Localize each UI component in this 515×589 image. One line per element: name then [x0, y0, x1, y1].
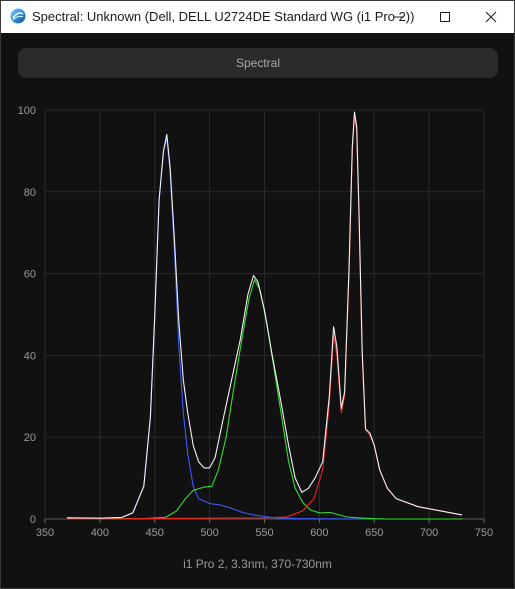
x-tick-label: 500 — [200, 527, 218, 539]
x-tick-label: 450 — [146, 527, 164, 539]
y-tick-label: 0 — [30, 514, 36, 526]
content-area: Spectral 350 400 450 500 550 600 650 700 750 0 20 4… — [1, 33, 514, 588]
close-icon — [485, 11, 497, 23]
y-tick-label: 80 — [24, 187, 36, 199]
chart-axes: 350 400 450 500 550 600 650 700 750 0 20 40 60 80 100 — [18, 105, 494, 539]
x-tick-label: 600 — [310, 527, 328, 539]
x-tick-label: 400 — [91, 527, 109, 539]
y-tick-label: 40 — [24, 350, 36, 362]
minimize-button[interactable] — [376, 1, 422, 33]
close-button[interactable] — [468, 1, 514, 33]
x-tick-label: 550 — [255, 527, 273, 539]
window-title: Spectral: Unknown (Dell, DELL U2724DE St… — [32, 9, 415, 24]
spectral-header-label: Spectral — [235, 56, 281, 70]
y-tick-label: 60 — [24, 269, 36, 281]
chart-caption: i1 Pro 2, 3.3nm, 370-730nm — [183, 557, 332, 571]
y-tick-label: 100 — [18, 105, 36, 117]
maximize-icon — [440, 12, 450, 22]
minimize-icon — [394, 16, 404, 18]
spectral-chart: 350 400 450 500 550 600 650 700 750 0 20 40 60 80 100 — [18, 105, 494, 539]
x-tick-label: 650 — [365, 527, 383, 539]
maximize-button[interactable] — [422, 1, 468, 33]
x-tick-label: 350 — [36, 527, 54, 539]
x-tick-label: 700 — [420, 527, 438, 539]
x-tick-label: 750 — [475, 527, 493, 539]
series-line-3 — [66, 111, 463, 519]
spectral-header-bar[interactable]: Spectral — [18, 48, 498, 78]
title-bar[interactable]: Spectral: Unknown (Dell, DELL U2724DE St… — [1, 1, 514, 33]
app-logo-icon — [10, 8, 26, 24]
y-tick-label: 20 — [24, 432, 36, 444]
series-line-1 — [66, 279, 462, 520]
chart-series — [66, 111, 463, 520]
